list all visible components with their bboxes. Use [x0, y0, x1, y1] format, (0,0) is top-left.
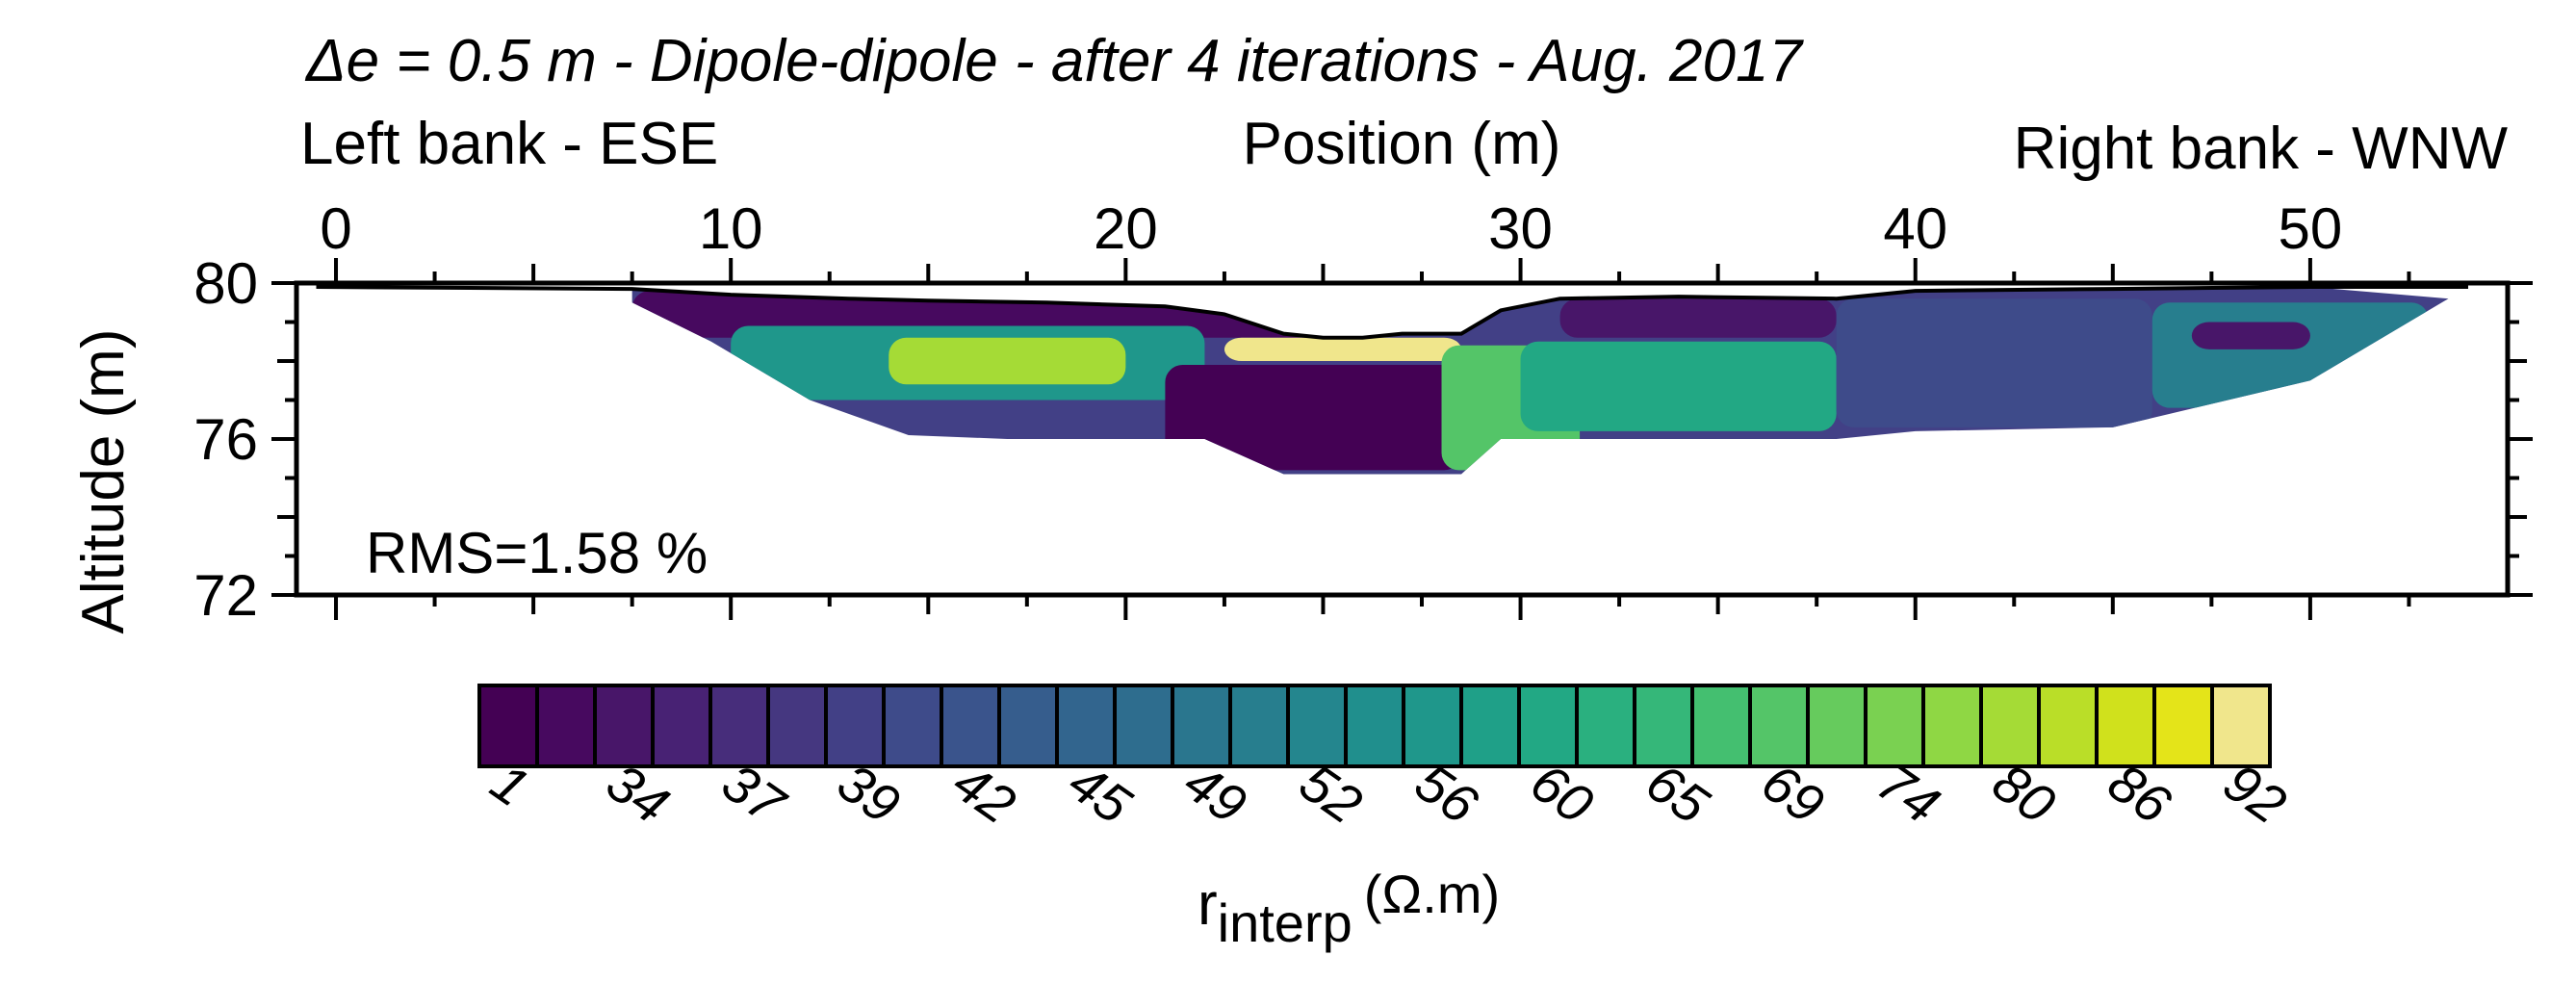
colorbar-swatch	[882, 684, 943, 768]
right-bank-annotation: Right bank - WNW	[2014, 116, 2509, 182]
colorbar-swatch	[1344, 684, 1405, 768]
colorbar-swatch	[766, 684, 828, 768]
rms-annotation: RMS=1.58 %	[366, 521, 708, 585]
colorbar-swatch	[2210, 684, 2272, 768]
colorbar	[477, 684, 2272, 768]
resistivity-zone-10	[2151, 302, 2429, 408]
x-tick-label: 30	[1488, 196, 1553, 261]
colorbar-swatch	[2095, 684, 2156, 768]
x-tick-label: 10	[699, 196, 763, 261]
y-axis-label: Altitude (m)	[70, 329, 137, 634]
resistivity-section	[631, 287, 2449, 475]
colorbar-swatch	[1228, 684, 1290, 768]
colorbar-swatch	[1864, 684, 1925, 768]
colorbar-swatch	[651, 684, 712, 768]
x-tick-label: 50	[2279, 196, 2343, 261]
colorbar-swatch	[1517, 684, 1579, 768]
colorbar-label-sub: interp	[1218, 892, 1352, 953]
resistivity-zone-3	[889, 337, 1126, 385]
colorbar-swatch	[535, 684, 597, 768]
colorbar-swatch	[1575, 684, 1636, 768]
resistivity-zone-8	[1559, 298, 1837, 338]
y-tick-label: 72	[193, 563, 258, 628]
y-tick-label: 80	[193, 251, 258, 316]
colorbar-swatch	[708, 684, 770, 768]
colorbar-swatch	[1690, 684, 1752, 768]
x-tick-label: 40	[1883, 196, 1947, 261]
colorbar-label-unit: (Ω.m)	[1364, 864, 1500, 924]
x-tick-label: 0	[320, 196, 351, 261]
resistivity-zone-5	[1165, 365, 1462, 471]
colorbar-swatch	[1979, 684, 2041, 768]
resistivity-zone-9	[1836, 298, 2152, 427]
colorbar-swatch	[997, 684, 1059, 768]
colorbar-swatch	[1921, 684, 1983, 768]
colorbar-label: rinterp (Ω.m)	[1198, 864, 1500, 953]
resistivity-zone-7	[1520, 341, 1837, 431]
left-bank-annotation: Left bank - ESE	[300, 111, 718, 177]
colorbar-swatch	[593, 684, 655, 768]
colorbar-swatch	[477, 684, 539, 768]
resistivity-zone-11	[2191, 322, 2310, 349]
colorbar-swatch	[1806, 684, 1868, 768]
colorbar-swatch	[1171, 684, 1232, 768]
chart-title: Δe = 0.5 m - Dipole-dipole - after 4 ite…	[304, 28, 1804, 94]
colorbar-swatch	[824, 684, 886, 768]
axis-ticks	[271, 258, 2533, 620]
x-tick-label: 20	[1094, 196, 1158, 261]
y-tick-labels: 72 76 80	[193, 251, 258, 628]
colorbar-swatch	[1402, 684, 1463, 768]
colorbar-swatch	[2037, 684, 2099, 768]
x-axis-label: Position (m)	[1243, 111, 1561, 177]
y-tick-label: 76	[193, 407, 258, 472]
colorbar-swatch	[1633, 684, 1694, 768]
colorbar-swatch	[1286, 684, 1348, 768]
colorbar-label-main: r	[1198, 871, 1218, 938]
colorbar-swatch	[2152, 684, 2214, 768]
resistivity-zone-4	[1224, 337, 1462, 361]
colorbar-swatch	[1748, 684, 1810, 768]
colorbar-swatch	[940, 684, 1001, 768]
x-tick-labels: 0 10 20 30 40 50	[320, 196, 2342, 261]
ground-surface-line	[316, 285, 2468, 340]
colorbar-swatch	[1055, 684, 1117, 768]
colorbar-swatch	[1459, 684, 1521, 768]
colorbar-swatch	[1113, 684, 1174, 768]
